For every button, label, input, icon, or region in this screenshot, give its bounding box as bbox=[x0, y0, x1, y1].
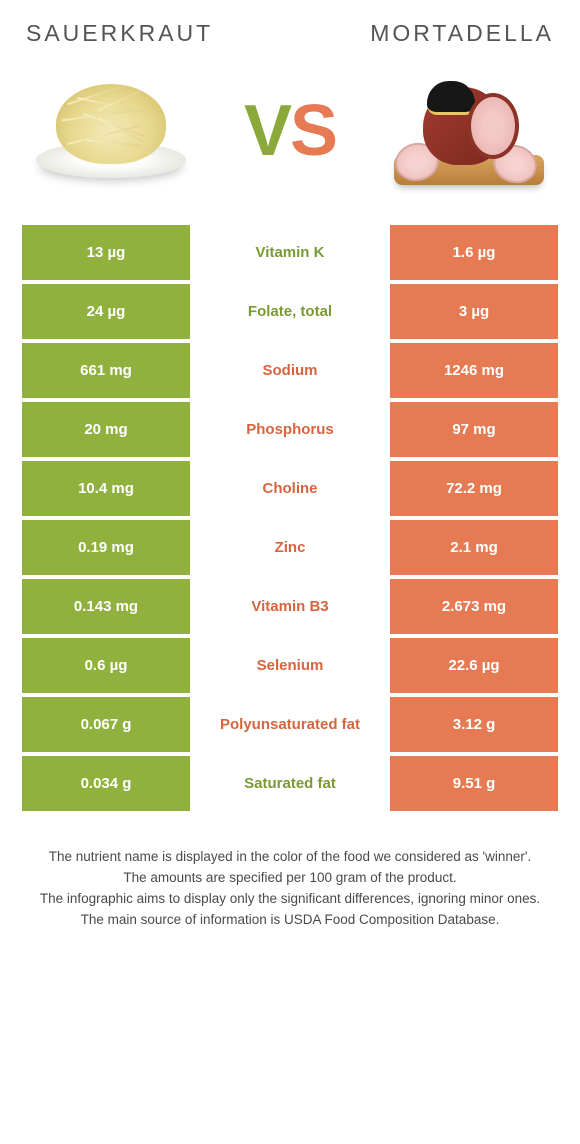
nutrient-row: 10.4 mgCholine72.2 mg bbox=[22, 461, 558, 516]
nutrient-row: 0.6 µgSelenium22.6 µg bbox=[22, 638, 558, 693]
vs-label: VS bbox=[244, 95, 336, 167]
left-value: 661 mg bbox=[22, 343, 190, 398]
nutrient-row: 661 mgSodium1246 mg bbox=[22, 343, 558, 398]
footer-notes: The nutrient name is displayed in the co… bbox=[22, 847, 558, 931]
right-value: 72.2 mg bbox=[390, 461, 558, 516]
nutrient-label: Saturated fat bbox=[190, 756, 390, 811]
mortadella-icon bbox=[389, 71, 549, 191]
nutrient-label: Vitamin K bbox=[190, 225, 390, 280]
nutrient-row: 24 µgFolate, total3 µg bbox=[22, 284, 558, 339]
left-title: Sauerkraut bbox=[26, 20, 213, 47]
left-value: 13 µg bbox=[22, 225, 190, 280]
right-value: 2.673 mg bbox=[390, 579, 558, 634]
footer-line: The infographic aims to display only the… bbox=[30, 889, 550, 910]
vs-v: V bbox=[244, 91, 290, 171]
right-value: 3.12 g bbox=[390, 697, 558, 752]
right-value: 97 mg bbox=[390, 402, 558, 457]
left-value: 0.6 µg bbox=[22, 638, 190, 693]
titles-row: Sauerkraut Mortadella bbox=[22, 20, 558, 47]
right-value: 1.6 µg bbox=[390, 225, 558, 280]
nutrient-row: 13 µgVitamin K1.6 µg bbox=[22, 225, 558, 280]
nutrient-label: Choline bbox=[190, 461, 390, 516]
left-value: 0.143 mg bbox=[22, 579, 190, 634]
nutrient-label: Vitamin B3 bbox=[190, 579, 390, 634]
nutrient-row: 0.143 mgVitamin B32.673 mg bbox=[22, 579, 558, 634]
right-value: 9.51 g bbox=[390, 756, 558, 811]
left-value: 0.19 mg bbox=[22, 520, 190, 575]
nutrient-label: Sodium bbox=[190, 343, 390, 398]
right-value: 3 µg bbox=[390, 284, 558, 339]
nutrient-row: 0.19 mgZinc2.1 mg bbox=[22, 520, 558, 575]
nutrient-label: Folate, total bbox=[190, 284, 390, 339]
left-value: 0.034 g bbox=[22, 756, 190, 811]
right-value: 22.6 µg bbox=[390, 638, 558, 693]
left-value: 0.067 g bbox=[22, 697, 190, 752]
nutrient-label: Polyunsaturated fat bbox=[190, 697, 390, 752]
nutrient-row: 0.067 gPolyunsaturated fat3.12 g bbox=[22, 697, 558, 752]
vs-s: S bbox=[290, 91, 336, 171]
nutrient-row: 0.034 gSaturated fat9.51 g bbox=[22, 756, 558, 811]
right-value: 2.1 mg bbox=[390, 520, 558, 575]
right-title: Mortadella bbox=[370, 20, 554, 47]
left-value: 10.4 mg bbox=[22, 461, 190, 516]
sauerkraut-icon bbox=[31, 76, 191, 186]
nutrient-row: 20 mgPhosphorus97 mg bbox=[22, 402, 558, 457]
nutrient-label: Zinc bbox=[190, 520, 390, 575]
left-value: 24 µg bbox=[22, 284, 190, 339]
images-row: VS bbox=[22, 71, 558, 191]
nutrient-label: Selenium bbox=[190, 638, 390, 693]
nutrient-label: Phosphorus bbox=[190, 402, 390, 457]
nutrient-table: 13 µgVitamin K1.6 µg24 µgFolate, total3 … bbox=[22, 225, 558, 811]
footer-line: The main source of information is USDA F… bbox=[30, 910, 550, 931]
left-food-image bbox=[26, 71, 196, 191]
right-value: 1246 mg bbox=[390, 343, 558, 398]
footer-line: The nutrient name is displayed in the co… bbox=[30, 847, 550, 868]
footer-line: The amounts are specified per 100 gram o… bbox=[30, 868, 550, 889]
right-food-image bbox=[384, 71, 554, 191]
left-value: 20 mg bbox=[22, 402, 190, 457]
